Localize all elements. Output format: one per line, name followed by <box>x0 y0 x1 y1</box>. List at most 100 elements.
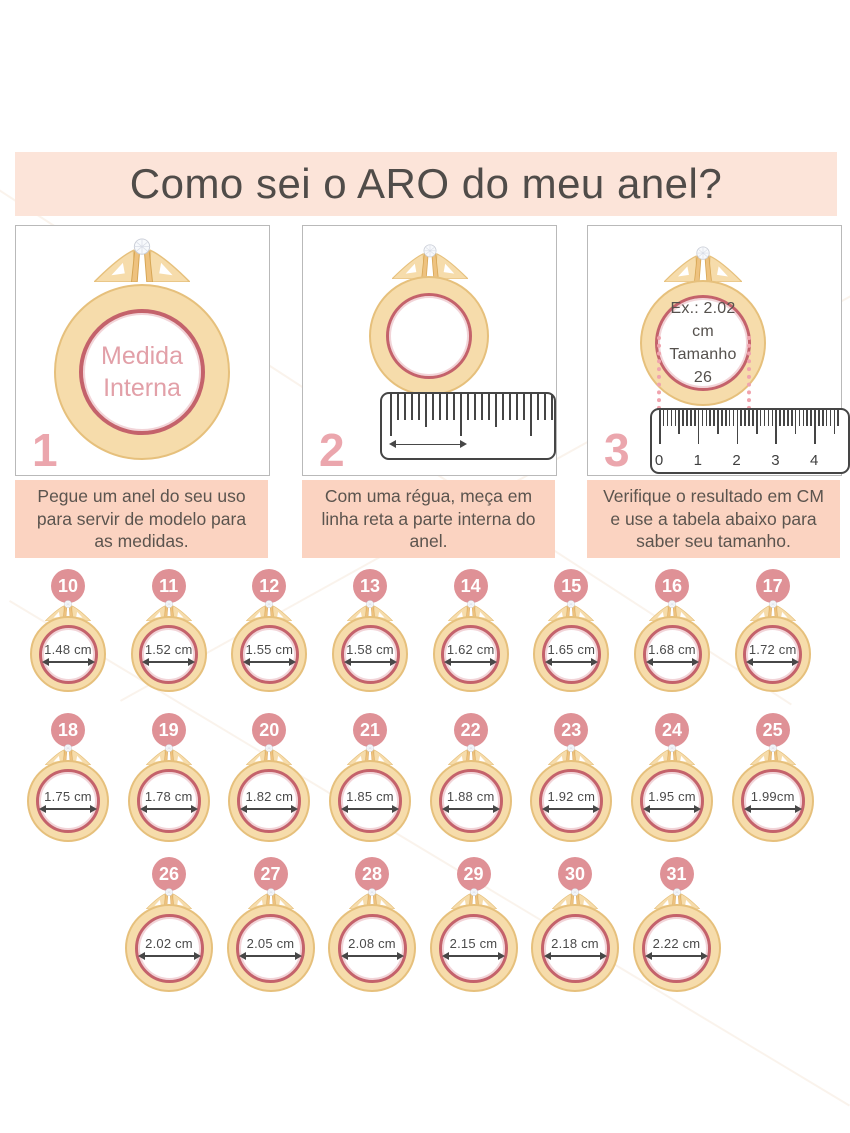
page-title-banner: Como sei o ARO do meu anel? <box>15 152 837 216</box>
size-number: 11 <box>159 575 179 596</box>
ring-band: 1.58 cm <box>332 616 408 692</box>
ring-band: 1.68 cm <box>634 616 710 692</box>
inner-diameter-value: 1.92 cm <box>547 788 596 804</box>
inner-diameter-value: 2.18 cm <box>551 935 599 951</box>
ring-inner-label: Medida Interna <box>101 340 183 405</box>
page-title: Como sei o ARO do meu anel? <box>129 160 723 207</box>
step-caption-1: Pegue um anel do seu uso para servir de … <box>15 480 268 558</box>
step-caption-2: Com uma régua, meça em linha reta a part… <box>302 480 555 558</box>
diameter-arrow <box>39 804 97 814</box>
size-number: 24 <box>661 719 683 740</box>
inner-diameter-measure: 1.52 cm <box>142 641 196 667</box>
size-number: 22 <box>460 719 481 740</box>
inner-diameter-value: 2.08 cm <box>348 935 396 951</box>
size-badge: 23 <box>554 713 589 747</box>
inner-diameter-value: 1.82 cm <box>245 788 294 804</box>
ring-inner-circle: 2.08 cm <box>337 913 407 983</box>
ring-inner-circle: 1.65 cm <box>541 624 601 684</box>
ring-band: 1.95 cm <box>631 760 713 842</box>
ring-inner-circle: 1.85 cm <box>338 769 402 833</box>
diameter-arrow <box>746 657 800 667</box>
step-caption-3: Verifique o resultado em CM e use a tabe… <box>587 480 840 558</box>
size-number: 26 <box>158 863 180 884</box>
step-number-2: 2 <box>319 424 345 476</box>
inner-diameter-measure: 2.02 cm <box>137 936 201 961</box>
inner-diameter-measure: 1.75 cm <box>39 789 97 814</box>
inner-diameter-measure: 1.65 cm <box>544 642 598 667</box>
size-number: 16 <box>661 575 683 596</box>
inner-diameter-measure: 2.08 cm <box>340 935 404 961</box>
size-badge: 29 <box>456 857 491 891</box>
ring-band: 1.88 cm <box>429 760 512 842</box>
ring-inner-label-line1: Medida <box>101 341 183 370</box>
size-number: 20 <box>259 719 280 740</box>
ring-band: 1.85 cm <box>329 760 411 842</box>
size-badge: 22 <box>453 713 488 747</box>
ring-inner-circle: 2.15 cm <box>439 913 508 983</box>
step-box-2: 2 <box>302 225 557 476</box>
ring-example-line2: Tamanho 26 <box>669 346 737 387</box>
ring-inner-circle: 1.52 cm <box>139 624 199 684</box>
inner-diameter-measure: 1.85 cm <box>341 788 399 814</box>
ruler-number: 2 <box>732 452 741 469</box>
ruler-number: 0 <box>654 452 664 469</box>
size-badge: 26 <box>152 857 186 891</box>
size-badge: 14 <box>453 569 488 603</box>
size-badge: 12 <box>252 569 287 603</box>
diameter-arrow <box>645 951 708 961</box>
size-number: 10 <box>57 575 79 596</box>
ring-band: 1.75 cm <box>27 760 109 842</box>
inner-diameter-measure: 1.92 cm <box>542 788 601 814</box>
inner-diameter-measure: 2.15 cm <box>442 936 505 961</box>
ruler <box>380 392 556 460</box>
step-box-3: Ex.: 2.02 cm Tamanho 26 0 1 2 3 4 3 <box>587 225 850 476</box>
ring-band: 1.62 cm <box>432 616 509 692</box>
size-number: 31 <box>666 863 687 884</box>
dotted-guide-right <box>747 336 751 410</box>
size-badge: 13 <box>353 569 387 603</box>
ring-inner-circle: 1.82 cm <box>237 769 302 833</box>
ring-example-line1: Ex.: 2.02 cm <box>670 299 736 340</box>
diameter-arrow <box>544 657 598 667</box>
inner-diameter-value: 1.52 cm <box>144 641 193 657</box>
inner-diameter-value: 2.22 cm <box>652 935 701 951</box>
inner-diameter-measure: 1.68 cm <box>645 641 699 667</box>
ring-inner-circle: 1.75 cm <box>36 769 100 833</box>
size-number: 29 <box>463 863 484 884</box>
ring-inner-circle: 1.88 cm <box>438 769 503 833</box>
inner-diameter-measure: 1.48 cm <box>41 642 95 667</box>
dotted-guide-left <box>657 336 661 410</box>
diameter-arrow <box>543 951 607 961</box>
ring-band: 1.65 cm <box>533 616 610 692</box>
inner-diameter-measure: 1.82 cm <box>240 788 299 814</box>
size-number: 27 <box>260 863 281 884</box>
inner-diameter-measure: 2.22 cm <box>645 935 708 961</box>
size-number: 12 <box>259 575 280 596</box>
size-number: 17 <box>762 575 783 596</box>
inner-diameter-value: 1.68 cm <box>648 641 696 657</box>
size-badge: 21 <box>353 713 387 747</box>
ring-inner-circle: 1.95 cm <box>640 769 704 833</box>
inner-diameter-measure: 1.95 cm <box>643 789 701 814</box>
diameter-arrow <box>242 657 296 667</box>
step-number-1: 1 <box>32 424 58 476</box>
size-badge: 18 <box>51 713 85 747</box>
size-number: 21 <box>359 719 381 740</box>
diameter-arrow <box>643 804 701 814</box>
inner-diameter-value: 1.72 cm <box>748 641 797 657</box>
diameter-arrow <box>542 804 601 814</box>
diameter-arrow <box>340 951 404 961</box>
ring-band: 2.08 cm <box>328 904 416 992</box>
diameter-arrow <box>240 804 299 814</box>
inner-diameter-measure: 1.58 cm <box>343 642 397 667</box>
diameter-arrow <box>645 657 699 667</box>
size-badge: 27 <box>253 857 288 891</box>
size-badge: 11 <box>151 569 186 603</box>
size-number: 19 <box>158 719 179 740</box>
size-badge: 20 <box>252 713 287 747</box>
inner-diameter-value: 1.85 cm <box>346 788 394 804</box>
inner-diameter-value: 1.99cm <box>750 788 795 804</box>
ring-inner-circle: 1.68 cm <box>642 624 702 684</box>
ring-band: 2.02 cm <box>125 904 213 992</box>
